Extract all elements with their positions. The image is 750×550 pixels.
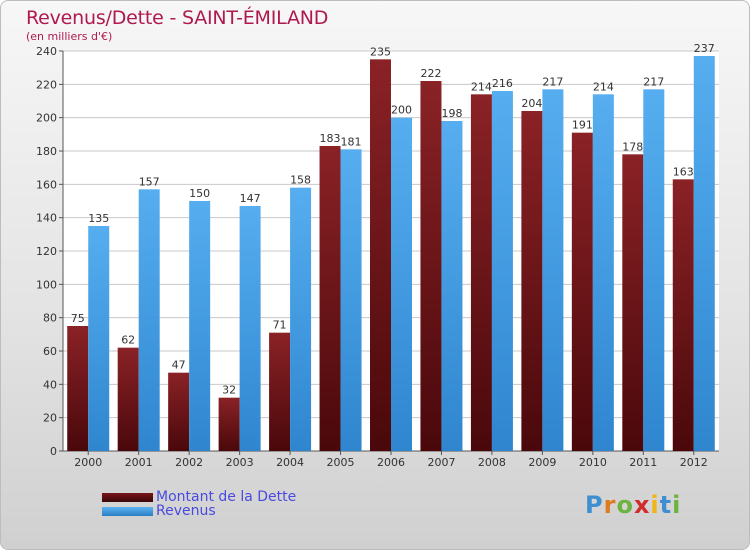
data-label-dette-2011: 178 — [622, 140, 643, 153]
chart-subtitle: (en milliers d'€) — [26, 30, 113, 43]
data-label-dette-2012: 163 — [673, 165, 694, 178]
bar-revenus-2002 — [189, 201, 211, 451]
x-tick-label-2000: 2000 — [74, 456, 102, 469]
logo-letter: P — [585, 491, 604, 519]
data-label-dette-2006: 235 — [370, 45, 391, 58]
logo-letter: i — [650, 491, 660, 519]
bar-revenus-2007 — [441, 121, 463, 451]
x-tick-label-2003: 2003 — [226, 456, 254, 469]
legend-label-revenus: Revenus — [156, 503, 216, 519]
legend-item-dette: Montant de la Dette — [102, 490, 296, 504]
data-label-revenus-2007: 198 — [441, 107, 462, 120]
data-label-dette-2004: 71 — [273, 319, 287, 332]
y-tick-label-40: 40 — [43, 378, 57, 391]
data-label-dette-2010: 191 — [572, 119, 593, 132]
y-tick-label-80: 80 — [43, 312, 57, 325]
bar-dette-2006 — [370, 59, 391, 451]
bar-revenus-2001 — [138, 189, 160, 452]
data-label-dette-2008: 214 — [471, 80, 492, 93]
bar-dette-2012 — [672, 179, 694, 452]
data-label-revenus-2010: 214 — [593, 80, 614, 93]
data-label-revenus-2002: 150 — [189, 187, 210, 200]
y-tick-label-140: 140 — [36, 212, 57, 225]
x-tick-label-2001: 2001 — [125, 456, 153, 469]
bar-dette-2003 — [218, 397, 240, 451]
bar-revenus-2005 — [340, 149, 362, 452]
bar-dette-2008 — [470, 94, 492, 451]
x-tick-label-2009: 2009 — [528, 456, 556, 469]
x-tick-label-2008: 2008 — [478, 456, 506, 469]
bar-dette-2001 — [117, 347, 139, 451]
bar-dette-2010 — [571, 132, 593, 451]
x-tick-label-2005: 2005 — [327, 456, 355, 469]
bar-revenus-2003 — [239, 206, 261, 451]
chart-title: Revenus/Dette - SAINT-ÉMILAND — [26, 7, 329, 29]
x-tick-label-2012: 2012 — [680, 456, 708, 469]
logo-letter: t — [659, 491, 673, 519]
x-tick-label-2010: 2010 — [579, 456, 607, 469]
y-tick-label-160: 160 — [36, 178, 57, 191]
logo-letter: i — [672, 491, 682, 519]
data-label-dette-2007: 222 — [420, 67, 441, 80]
bar-revenus-2000 — [88, 226, 110, 451]
y-tick-label-120: 120 — [36, 245, 57, 258]
y-tick-label-100: 100 — [36, 278, 57, 291]
x-tick-label-2006: 2006 — [377, 456, 405, 469]
data-label-revenus-2003: 147 — [240, 192, 261, 205]
data-label-revenus-2000: 135 — [88, 212, 109, 225]
bar-dette-2007 — [420, 81, 442, 451]
data-label-revenus-2012: 237 — [694, 42, 715, 55]
data-label-revenus-2005: 181 — [341, 135, 362, 148]
x-tick-label-2004: 2004 — [276, 456, 304, 469]
legend-swatch-dette — [102, 492, 153, 502]
bar-revenus-2006 — [391, 117, 412, 452]
bar-dette-2009 — [521, 111, 543, 451]
proxiti-logo: Proxiti — [585, 491, 681, 519]
legend-swatch-revenus — [102, 506, 153, 516]
bar-revenus-2004 — [290, 187, 312, 451]
legend-label-dette: Montant de la Dette — [156, 489, 297, 505]
bar-dette-2000 — [67, 326, 89, 451]
y-tick-label-20: 20 — [43, 412, 57, 425]
y-tick-label-220: 220 — [36, 78, 57, 91]
data-label-dette-2000: 75 — [71, 312, 85, 325]
data-label-dette-2002: 47 — [172, 359, 186, 372]
logo-letter: r — [603, 491, 617, 519]
data-label-dette-2003: 32 — [222, 384, 236, 397]
bar-revenus-2012 — [693, 56, 715, 451]
y-tick-label-0: 0 — [50, 445, 57, 458]
data-label-dette-2001: 62 — [121, 334, 135, 347]
data-label-dette-2009: 204 — [521, 97, 542, 110]
bar-revenus-2010 — [592, 94, 614, 451]
y-tick-label-200: 200 — [36, 112, 57, 125]
legend-item-revenus: Revenus — [102, 504, 216, 518]
y-tick-label-180: 180 — [36, 145, 57, 158]
bar-dette-2011 — [622, 154, 644, 452]
logo-letter: x — [633, 491, 651, 519]
data-label-revenus-2001: 157 — [139, 175, 160, 188]
data-label-dette-2005: 183 — [320, 132, 341, 145]
bar-dette-2002 — [168, 372, 190, 451]
bar-revenus-2009 — [542, 89, 564, 451]
bar-revenus-2008 — [491, 91, 513, 451]
data-label-revenus-2009: 217 — [542, 75, 563, 88]
y-tick-label-240: 240 — [36, 45, 57, 58]
data-label-revenus-2008: 216 — [492, 77, 513, 90]
x-tick-label-2011: 2011 — [629, 456, 657, 469]
x-tick-label-2007: 2007 — [427, 456, 455, 469]
data-label-revenus-2011: 217 — [643, 75, 664, 88]
bar-dette-2005 — [319, 146, 341, 451]
bar-revenus-2011 — [643, 89, 665, 451]
data-label-revenus-2006: 200 — [391, 104, 412, 117]
bar-dette-2004 — [269, 332, 291, 451]
logo-letter: o — [616, 491, 634, 519]
x-tick-label-2002: 2002 — [175, 456, 203, 469]
data-label-revenus-2004: 158 — [290, 174, 311, 187]
y-tick-label-60: 60 — [43, 345, 57, 358]
